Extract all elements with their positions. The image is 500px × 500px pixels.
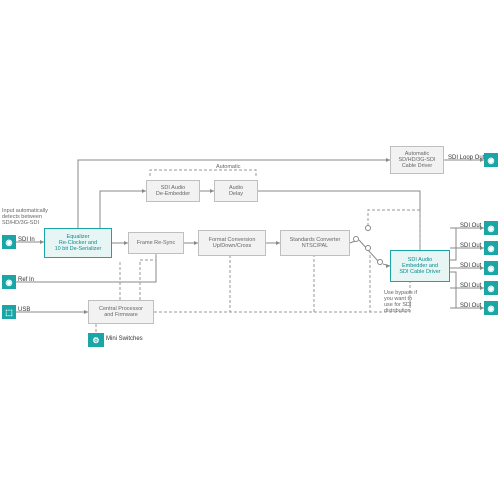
block-line: SDI Cable Driver: [399, 269, 440, 275]
auto-cable-block: Automatic SD/HD/3G-SDI Cable Driver: [390, 146, 444, 174]
block-line: Cable Driver: [399, 163, 436, 169]
central-block: Central Processor and Firmware: [88, 300, 154, 324]
sdi-embedder-block: SDI Audio Embedder and SDI Cable Driver: [390, 250, 450, 282]
sdi-loop-icon: ◉: [484, 153, 498, 167]
note-line: distribution: [384, 308, 434, 314]
mini-switches-label: Mini Switches: [106, 336, 143, 343]
switch-node: [353, 236, 359, 242]
sdi-out-4-label: SDI Out: [460, 283, 481, 290]
block-line: NTSC/PAL: [290, 243, 341, 249]
block-line: Frame Re-Sync: [137, 240, 176, 246]
ref-in-icon: ◉: [2, 275, 16, 289]
switch-node: [365, 245, 371, 251]
block-line: Delay: [229, 191, 243, 197]
block-line: 10 bit De-Serializer: [55, 246, 102, 252]
format-conv-block: Format Conversion Up/Down/Cross: [198, 230, 266, 256]
audio-delay-block: Audio Delay: [214, 180, 258, 202]
sdi-out-2-icon: ◉: [484, 241, 498, 255]
sdi-out-2-label: SDI Out: [460, 243, 481, 250]
usb-icon: ⬚: [2, 305, 16, 319]
sdi-in-icon: ◉: [2, 235, 16, 249]
sdi-out-1-icon: ◉: [484, 221, 498, 235]
sdi-out-4-icon: ◉: [484, 281, 498, 295]
sdi-out-5-icon: ◉: [484, 301, 498, 315]
usb-label: USB: [18, 307, 30, 314]
sdi-out-1-label: SDI Out: [460, 223, 481, 230]
sdi-loop-label: SDI Loop Out: [448, 155, 484, 162]
equalizer-block: Equalizer Re-Clocker and 10 bit De-Seria…: [44, 228, 112, 258]
automatic-annotation: Automatic: [216, 164, 240, 170]
mini-switches-icon: ⚙: [88, 333, 104, 347]
sdi-audio-de-block: SDI Audio De-Embedder: [146, 180, 200, 202]
ref-in-label: Ref In: [18, 277, 34, 284]
bypass-annotation: Use bypass if you want to use for SDI di…: [384, 290, 434, 314]
sdi-out-5-label: SDI Out: [460, 303, 481, 310]
sdi-out-3-icon: ◉: [484, 261, 498, 275]
switch-node: [365, 225, 371, 231]
block-line: Up/Down/Cross: [209, 243, 256, 249]
sdi-out-3-label: SDI Out: [460, 263, 481, 270]
input-note: Input automatically detects between SD/H…: [2, 208, 62, 226]
block-line: and Firmware: [99, 312, 143, 318]
sdi-in-label: SDI In: [18, 237, 35, 244]
standards-block: Standards Converter NTSC/PAL: [280, 230, 350, 256]
block-line: De-Embedder: [156, 191, 190, 197]
note-line: SD/HD/3G-SDI: [2, 220, 62, 226]
switch-node: [377, 259, 383, 265]
frame-resync-block: Frame Re-Sync: [128, 232, 184, 254]
